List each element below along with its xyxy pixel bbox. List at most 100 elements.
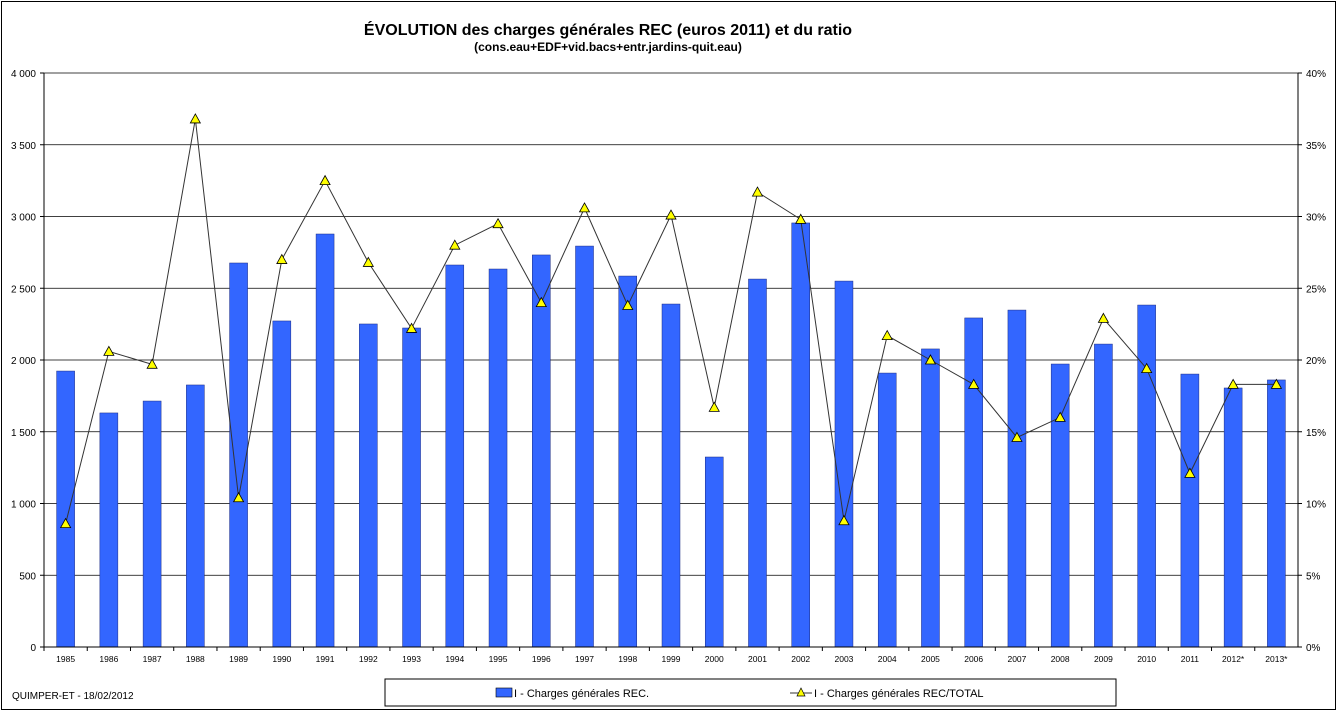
x-tick-label: 1989 [229, 654, 248, 664]
bar-1991 [315, 233, 335, 648]
x-tick-label: 1993 [402, 654, 421, 664]
bar-2002 [791, 222, 810, 648]
x-tick-label: 2008 [1051, 654, 1070, 664]
x-tick-label: 1996 [532, 654, 551, 664]
bar-1989 [229, 262, 248, 648]
bar-2010 [1137, 304, 1156, 648]
bar-1999 [661, 303, 681, 648]
x-tick-label: 2000 [705, 654, 724, 664]
ratio-marker-1990 [276, 253, 288, 264]
bar-2013* [1267, 379, 1286, 648]
y2-tick-label: 0% [1306, 643, 1321, 654]
bar-1985 [56, 370, 75, 648]
bar-2009 [1094, 343, 1113, 648]
ratio-marker-1999 [665, 209, 677, 220]
legend-bar-swatch [495, 687, 513, 698]
y-tick-label: 3 500 [11, 141, 36, 152]
bar-1990 [272, 320, 292, 648]
y-tick-label: 2 000 [11, 356, 36, 367]
y-tick-label: 3 000 [11, 213, 36, 224]
bar-2006 [964, 317, 983, 648]
x-tick-label: 2010 [1137, 654, 1156, 664]
x-tick-label: 1999 [662, 654, 681, 664]
chart-title: ÉVOLUTION des charges générales REC (eur… [364, 20, 852, 39]
y-tick-label: 1 500 [11, 428, 36, 439]
y2-tick-label: 20% [1306, 356, 1326, 367]
ratio-marker-2001 [751, 186, 764, 197]
y2-tick-label: 25% [1306, 284, 1326, 295]
bar-1997 [575, 245, 594, 648]
bar-1994 [445, 264, 465, 648]
bar-1992 [359, 323, 378, 648]
x-tick-label: 1994 [445, 654, 464, 664]
ratio-marker-1989 [232, 491, 245, 503]
legend-line-label: I - Charges générales REC/TOTAL [814, 688, 984, 700]
ratio-marker-2013* [1270, 378, 1283, 389]
chart-subtitle: (cons.eau+EDF+vid.bacs+entr.jardins-quit… [474, 40, 742, 54]
x-tick-label: 1988 [186, 654, 205, 664]
y-tick-label: 4 000 [11, 69, 36, 80]
ratio-marker-2009 [1097, 312, 1110, 323]
bar-2005 [921, 348, 940, 648]
bar-2008 [1050, 363, 1070, 648]
ratio-marker-2004 [881, 329, 893, 341]
ratio-marker-1997 [578, 202, 591, 213]
ratio-marker-2010 [1140, 362, 1153, 374]
x-tick-label: 1985 [56, 654, 75, 664]
x-tick-label: 1995 [489, 654, 508, 664]
legend-triangle-marker-icon [796, 687, 806, 697]
ratio-marker-2008 [1054, 411, 1066, 422]
x-tick-label: 1991 [316, 654, 335, 664]
ratio-marker-1992 [362, 256, 374, 267]
ratio-marker-2000 [708, 401, 720, 412]
x-tick-label: 1987 [143, 654, 162, 664]
x-tick-label: 2011 [1181, 654, 1200, 664]
bar-1998 [618, 275, 638, 648]
ratio-marker-2007 [1011, 431, 1023, 442]
ratio-marker-2006 [968, 378, 980, 389]
legend-box [384, 678, 1117, 707]
y2-tick-label: 10% [1306, 500, 1326, 511]
ratio-marker-1986 [103, 345, 115, 356]
x-tick-label: 2006 [964, 654, 983, 664]
ratio-marker-1994 [449, 239, 461, 250]
bar-1988 [186, 384, 205, 648]
x-tick-label: 1997 [575, 654, 594, 664]
bar-1986 [99, 412, 119, 648]
x-tick-label: 2003 [835, 654, 854, 664]
legend: I - Charges générales REC. I - Charges g… [384, 678, 1117, 707]
ratio-marker-2002 [795, 213, 807, 224]
footer-note: QUIMPER-ET - 18/02/2012 [12, 691, 134, 702]
bar-1987 [142, 400, 162, 648]
y2-tick-label: 30% [1306, 213, 1326, 224]
x-tick-label: 1992 [359, 654, 378, 664]
ratio-marker-1985 [59, 517, 72, 528]
y-tick-label: 2 500 [11, 284, 36, 295]
y-tick-label: 0 [30, 643, 36, 654]
bar-2012* [1223, 387, 1243, 648]
y2-tick-label: 15% [1306, 428, 1326, 439]
legend-bar-label: I - Charges générales REC. [514, 688, 649, 700]
ratio-marker-1995 [492, 217, 504, 229]
x-tick-label: 1986 [99, 654, 118, 664]
bar-1995 [488, 268, 508, 648]
bar-2004 [877, 372, 897, 648]
ratio-marker-1988 [189, 113, 202, 124]
bar-2003 [834, 280, 854, 648]
x-tick-label: 1998 [618, 654, 637, 664]
x-tick-label: 2002 [791, 654, 810, 664]
x-tick-label: 2012* [1222, 654, 1245, 664]
bar-2000 [704, 456, 724, 648]
bar-2007 [1007, 309, 1027, 648]
bar-1996 [532, 254, 551, 648]
y2-tick-label: 40% [1306, 69, 1326, 80]
x-tick-label: 2001 [748, 654, 767, 664]
ratio-marker-1993 [405, 322, 418, 333]
x-tick-label: 2004 [878, 654, 897, 664]
ratio-marker-2011 [1184, 467, 1196, 478]
x-tick-label: 2005 [921, 654, 940, 664]
ratio-marker-2005 [924, 354, 937, 365]
x-tick-label: 2007 [1007, 654, 1026, 664]
